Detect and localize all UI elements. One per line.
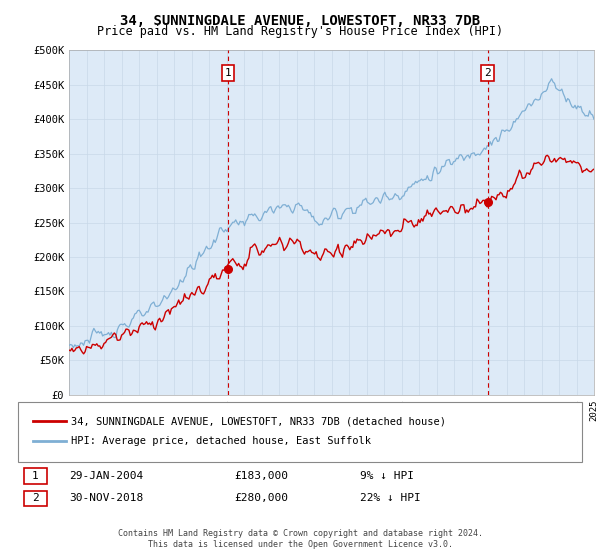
Text: Price paid vs. HM Land Registry's House Price Index (HPI): Price paid vs. HM Land Registry's House … <box>97 25 503 38</box>
Text: 29-JAN-2004: 29-JAN-2004 <box>69 471 143 481</box>
Text: 34, SUNNINGDALE AVENUE, LOWESTOFT, NR33 7DB: 34, SUNNINGDALE AVENUE, LOWESTOFT, NR33 … <box>120 14 480 28</box>
Text: £183,000: £183,000 <box>234 471 288 481</box>
Text: 9% ↓ HPI: 9% ↓ HPI <box>360 471 414 481</box>
Text: 2: 2 <box>32 493 39 503</box>
Text: 30-NOV-2018: 30-NOV-2018 <box>69 493 143 503</box>
Text: 1: 1 <box>224 68 231 78</box>
Text: 22% ↓ HPI: 22% ↓ HPI <box>360 493 421 503</box>
Text: 1: 1 <box>32 471 39 481</box>
Text: HPI: Average price, detached house, East Suffolk: HPI: Average price, detached house, East… <box>71 436 371 446</box>
Text: 34, SUNNINGDALE AVENUE, LOWESTOFT, NR33 7DB (detached house): 34, SUNNINGDALE AVENUE, LOWESTOFT, NR33 … <box>71 416 446 426</box>
Text: 2: 2 <box>484 68 491 78</box>
Text: Contains HM Land Registry data © Crown copyright and database right 2024.
This d: Contains HM Land Registry data © Crown c… <box>118 529 482 549</box>
Text: £280,000: £280,000 <box>234 493 288 503</box>
